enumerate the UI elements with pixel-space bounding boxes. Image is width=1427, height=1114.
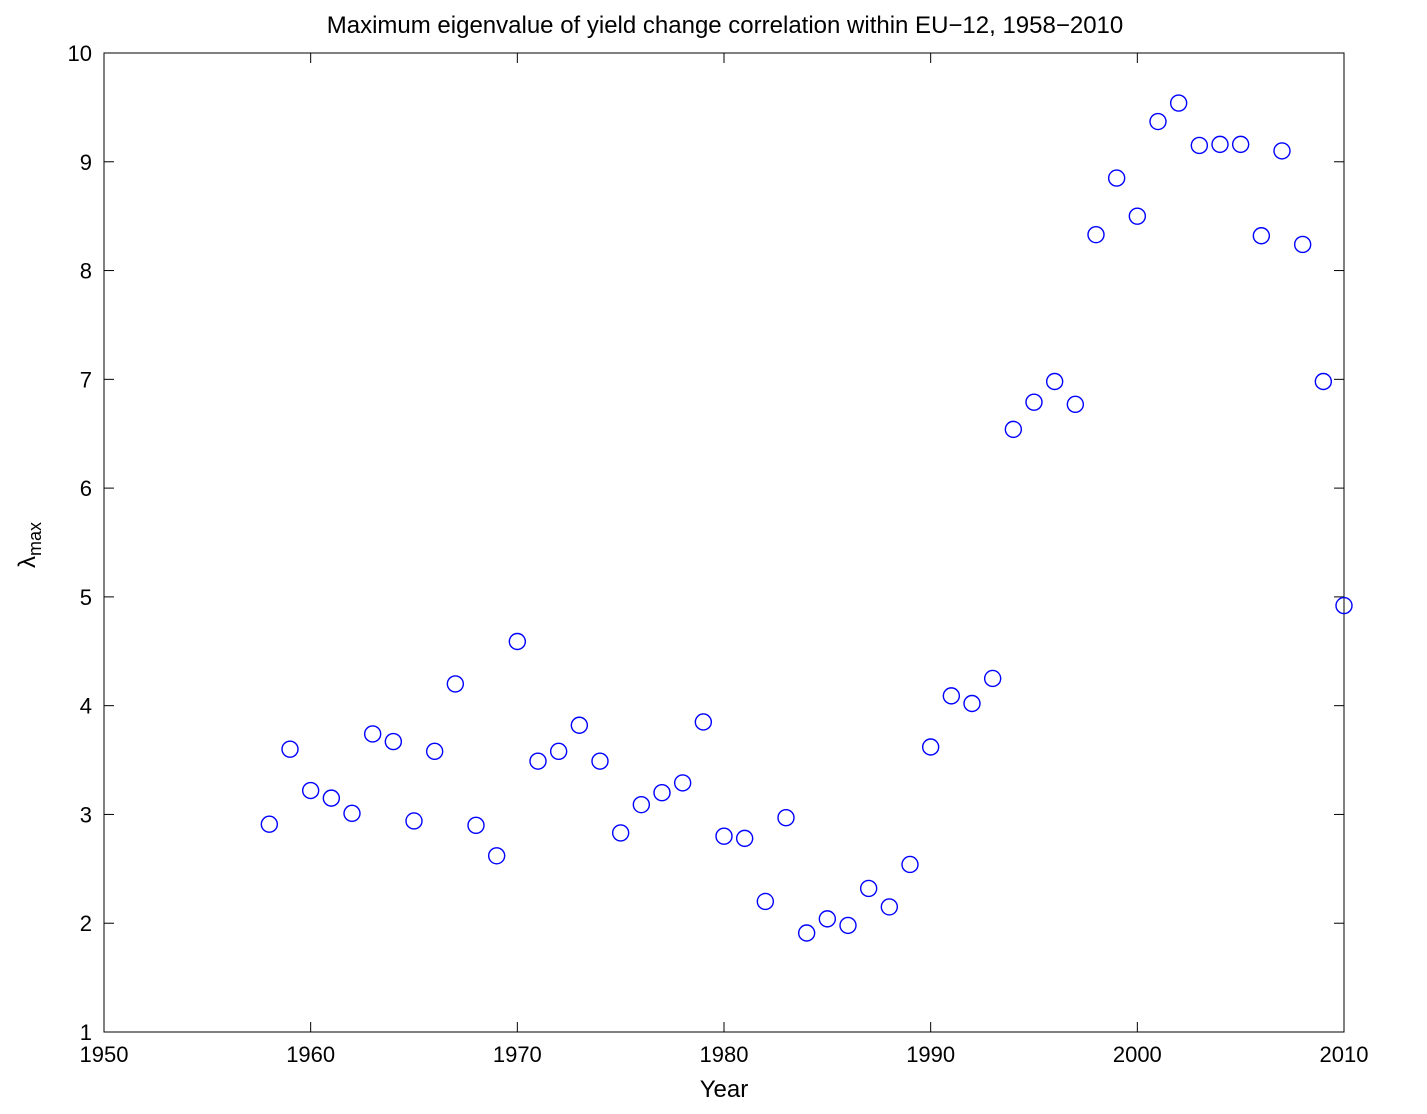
data-point [301,781,320,800]
data-point [1087,225,1105,244]
data-point [1211,135,1229,154]
data-point [529,752,547,770]
data-point [611,824,630,842]
x-tick-label: 2010 [1320,1042,1369,1067]
data-point [777,809,795,827]
data-point [1045,372,1064,391]
data-point [797,924,816,942]
y-tick-label: 10 [68,41,92,66]
data-point [343,804,361,823]
y-tick-label: 9 [80,150,92,175]
x-axis-label: Year [700,1076,749,1103]
y-tick-label: 5 [80,585,92,610]
data-point [1335,596,1353,615]
data-point [281,740,299,758]
data-point [363,725,382,743]
x-tick-label: 1970 [493,1042,542,1067]
data-point [1169,94,1188,112]
data-point [818,910,837,928]
y-tick-label: 1 [80,1020,92,1045]
data-point [508,632,527,651]
data-point [756,892,775,911]
data-point [1252,227,1271,245]
data-point [260,815,279,833]
data-point [1066,395,1085,414]
data-point [942,687,961,705]
data-point [880,898,899,916]
data-point [1231,135,1250,154]
data-point [1293,235,1312,254]
y-tick-label: 3 [80,802,92,827]
data-point [921,738,940,756]
data-point [591,752,609,770]
data-point [963,694,981,713]
data-point [694,713,713,731]
data-point [673,774,692,792]
data-point [1107,169,1126,187]
data-point [487,847,506,865]
data-point [983,669,1002,688]
data-point [549,742,568,761]
x-tick-label: 1960 [286,1042,335,1067]
data-point [405,812,423,830]
y-tick-label: 8 [80,259,92,284]
x-tick-label: 1950 [80,1042,129,1067]
data-point [446,675,465,693]
y-axis-label: λmax [14,522,45,568]
y-tick-label: 6 [80,476,92,501]
data-point [1128,207,1147,225]
data-point [570,716,589,734]
data-point [653,783,671,802]
y-axis: 1 2 3 4 5 6 7 8 9 10 [68,41,1344,1045]
data-point [715,827,733,845]
data-point [425,742,444,761]
data-series [260,94,1353,942]
data-point [839,916,857,935]
y-axis-label-main: λ [14,556,41,568]
data-point [1273,142,1291,160]
y-tick-label: 4 [80,694,92,719]
chart-title: Maximum eigenvalue of yield change corre… [327,12,1124,39]
y-tick-label: 7 [80,367,92,392]
data-point [1314,372,1333,391]
data-point [322,789,341,807]
data-point [1004,420,1023,439]
x-axis: 1950 1960 1970 1980 1990 2000 2010 [80,53,1369,1067]
x-tick-label: 1980 [700,1042,749,1067]
data-point [1149,112,1167,131]
data-point [859,879,878,898]
data-point [1190,136,1209,155]
data-point [467,816,485,835]
data-point [901,855,919,874]
y-tick-label: 2 [80,911,92,936]
x-tick-label: 2000 [1113,1042,1162,1067]
data-point [735,829,754,848]
data-point [384,732,403,751]
y-axis-label-subscript: max [25,522,45,556]
data-point [632,795,651,814]
data-point [1025,393,1043,411]
x-tick-label: 1990 [906,1042,955,1067]
